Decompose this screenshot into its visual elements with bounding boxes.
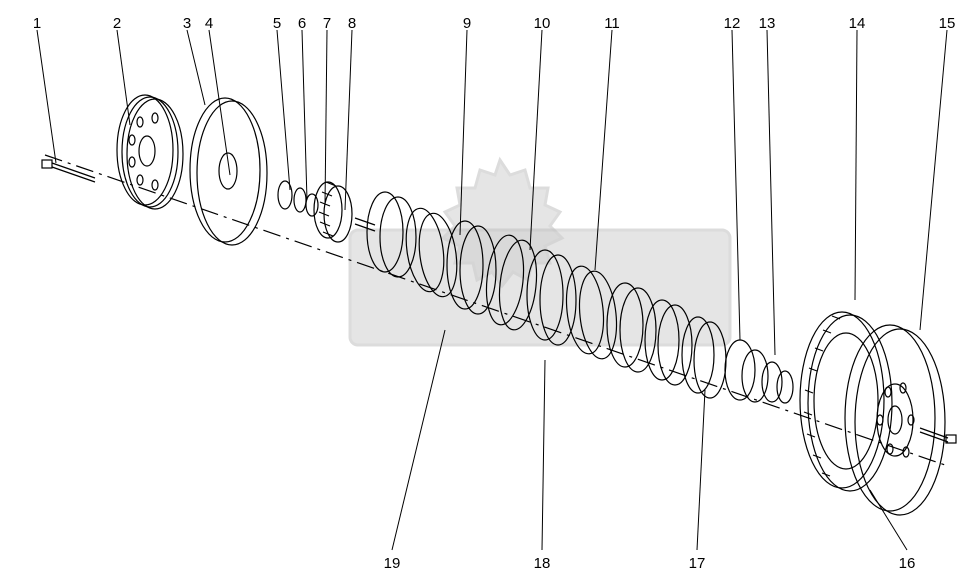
callout-11: 11 [600, 15, 624, 32]
callout-7: 7 [315, 15, 339, 32]
callout-16: 16 [895, 555, 919, 572]
callout-13: 13 [755, 15, 779, 32]
callout-14: 14 [845, 15, 869, 32]
callout-4: 4 [197, 15, 221, 32]
callout-1: 1 [25, 15, 49, 32]
callout-2: 2 [105, 15, 129, 32]
callout-19: 19 [380, 555, 404, 572]
part-flywheel [845, 325, 945, 515]
callout-15: 15 [935, 15, 959, 32]
callout-17: 17 [685, 555, 709, 572]
callout-10: 10 [530, 15, 554, 32]
callout-8: 8 [340, 15, 364, 32]
exploded-diagram: 12345678910111213141516171819 [0, 0, 974, 577]
part-rear-flange [725, 340, 793, 403]
diagram-svg [0, 0, 974, 577]
callout-9: 9 [455, 15, 479, 32]
callout-18: 18 [530, 555, 554, 572]
part-timing-gear [314, 182, 352, 242]
part-front-disc [190, 98, 267, 245]
callout-3: 3 [175, 15, 199, 32]
callout-5: 5 [265, 15, 289, 32]
part-collars [278, 181, 318, 216]
part-pulley [117, 95, 183, 209]
part-flywheel-bolt [920, 428, 956, 443]
callout-12: 12 [720, 15, 744, 32]
callout-6: 6 [290, 15, 314, 32]
